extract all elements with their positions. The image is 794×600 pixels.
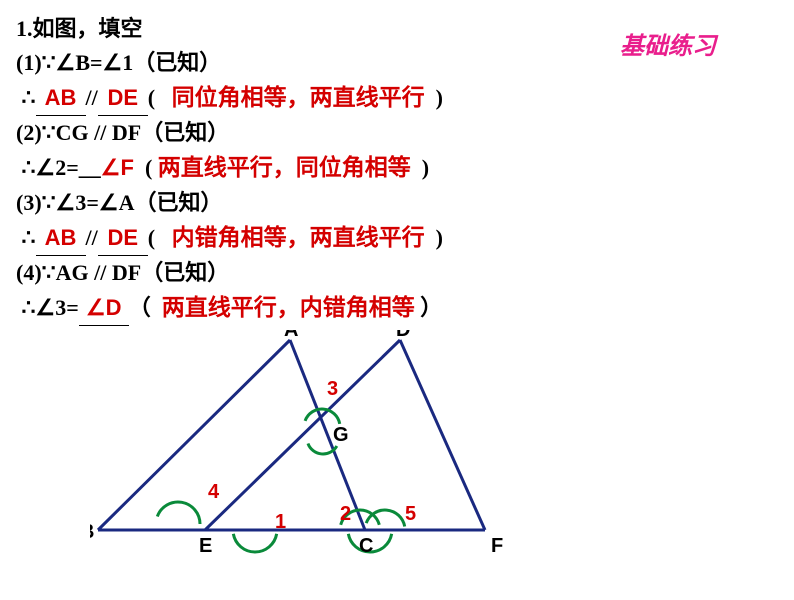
q1-reason: 同位角相等，两直线平行 xyxy=(172,84,425,110)
svg-text:F: F xyxy=(491,535,503,557)
svg-text:2: 2 xyxy=(340,503,351,525)
problem-content: 1.如图，填空 (1)∵∠B=∠1（已知） ∴AB//DE( 同位角相等，两直线… xyxy=(16,12,443,326)
q4-ans: ∠D xyxy=(86,295,122,320)
svg-text:1: 1 xyxy=(275,511,286,533)
q1-premise: (1)∵∠B=∠1（已知） xyxy=(16,46,443,80)
svg-text:A: A xyxy=(284,330,298,341)
title: 1.如图，填空 xyxy=(16,12,443,46)
q1-ans2: DE xyxy=(107,85,138,110)
q4-before: ∴∠3= xyxy=(22,295,79,320)
q3-ans2: DE xyxy=(107,225,138,250)
q2-before: ∴∠2=__ xyxy=(22,155,101,180)
q4-conclusion: ∴∠3=∠D（ 两直线平行，内错角相等 ） xyxy=(16,290,443,326)
q1-conclusion: ∴AB//DE( 同位角相等，两直线平行 ) xyxy=(16,80,443,116)
q2-conclusion: ∴∠2=__∠F ( 两直线平行，同位角相等 ) xyxy=(16,150,443,186)
svg-text:G: G xyxy=(333,424,349,446)
q2-ans: ∠F xyxy=(101,155,134,180)
q2-reason: 两直线平行，同位角相等 xyxy=(158,154,411,180)
svg-text:E: E xyxy=(199,535,212,557)
svg-text:3: 3 xyxy=(327,378,338,400)
q3-conclusion: ∴AB//DE( 内错角相等，两直线平行 ) xyxy=(16,220,443,256)
svg-text:C: C xyxy=(359,535,373,557)
svg-text:D: D xyxy=(396,330,410,341)
header-label: 基础练习 xyxy=(620,26,716,61)
geometry-diagram: A D B E C F G 1 2 3 4 5 xyxy=(90,330,610,600)
svg-text:B: B xyxy=(90,521,94,543)
svg-text:5: 5 xyxy=(405,503,416,525)
q1-ans1: AB xyxy=(45,85,77,110)
q3-ans1: AB xyxy=(45,225,77,250)
q3-reason: 内错角相等，两直线平行 xyxy=(172,224,425,250)
q4-reason: 两直线平行，内错角相等 xyxy=(162,294,415,320)
q3-premise: (3)∵∠3=∠A（已知） xyxy=(16,186,443,220)
q2-premise: (2)∵CG // DF（已知） xyxy=(16,116,443,150)
q4-premise: (4)∵AG // DF（已知） xyxy=(16,256,443,290)
svg-text:4: 4 xyxy=(208,481,220,503)
